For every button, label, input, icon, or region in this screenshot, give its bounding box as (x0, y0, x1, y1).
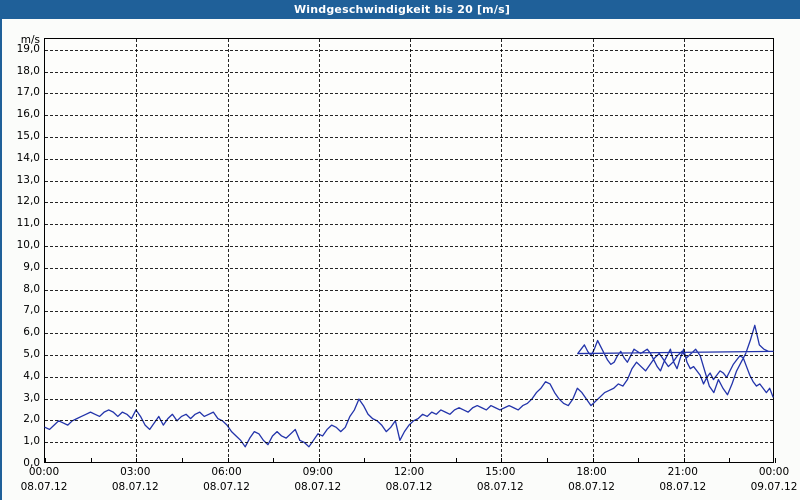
y-gridline (45, 355, 773, 357)
x-tick-date: 08.07.12 (203, 481, 250, 493)
y-axis-tick-label: 11,0 (16, 217, 40, 230)
x-tick-time: 03:00 (120, 466, 151, 478)
x-axis-tick-label: 03:00 08.07.12 (112, 465, 159, 495)
x-tick-date: 08.07.12 (476, 481, 524, 493)
y-axis-tick-label: 10,0 (16, 239, 40, 252)
x-axis-tick-mark (273, 458, 275, 463)
y-gridline (45, 93, 773, 95)
y-axis-tick-label: 2,0 (23, 413, 40, 426)
y-gridline (45, 289, 773, 291)
window-title-bar: Windgeschwindigkeit bis 20 [m/s] (2, 0, 800, 19)
x-axis-tick-mark (364, 458, 366, 463)
x-gridline (683, 39, 685, 462)
y-gridline (45, 137, 773, 139)
x-axis-tick-mark (90, 458, 92, 463)
y-gridline (45, 398, 773, 400)
y-axis-tick-label: 5,0 (23, 348, 40, 361)
x-axis-tick-mark (683, 458, 685, 463)
x-tick-date: 08.07.12 (568, 481, 615, 493)
y-axis-tick-label: 15,0 (16, 130, 40, 143)
y-axis: m/s 19,0 18,0 17,0 16,0 15,0 14,0 13,0 12,0 11,0… (2, 34, 40, 468)
x-axis-tick-label: 00:00 09.07.12 (751, 465, 798, 495)
x-tick-time: 06:00 (211, 466, 242, 478)
x-tick-time: 00:00 (758, 466, 790, 478)
x-gridline (227, 39, 229, 462)
x-axis-tick-label: 09:00 08.07.12 (294, 465, 341, 495)
y-axis-tick-label: 12,0 (16, 195, 40, 208)
x-tick-time: 00:00 (28, 466, 60, 478)
x-axis-tick-mark (638, 458, 640, 463)
x-axis-tick-mark (45, 458, 46, 463)
y-gridline (45, 158, 773, 160)
x-axis-tick-label: 00:00 08.07.12 (21, 465, 68, 495)
y-gridline (45, 115, 773, 117)
y-axis-tick-label: 19,0 (16, 42, 40, 55)
x-gridline (410, 39, 411, 462)
x-axis-tick-mark (136, 458, 138, 463)
y-axis-tick-label: 13,0 (16, 173, 40, 186)
x-axis-tick-mark (546, 458, 548, 463)
x-axis-tick-mark (729, 458, 731, 463)
x-tick-time: 12:00 (393, 466, 425, 478)
x-tick-date: 08.07.12 (659, 481, 707, 493)
y-gridline (45, 420, 773, 422)
y-gridline (45, 71, 773, 73)
x-axis-tick-mark (775, 458, 776, 463)
x-axis-tick-mark (501, 458, 503, 463)
y-axis-tick-label: 8,0 (23, 282, 40, 295)
x-tick-date: 08.07.12 (385, 481, 433, 493)
y-gridline (45, 311, 773, 313)
wind-speed-line (45, 325, 773, 446)
y-gridline (45, 49, 773, 51)
x-tick-time: 18:00 (576, 466, 607, 478)
chart-canvas: m/s 19,0 18,0 17,0 16,0 15,0 14,0 13,0 12,0 11,0… (2, 19, 800, 500)
x-gridline (501, 39, 503, 462)
y-gridline (45, 333, 773, 335)
y-axis-unit-label: m/s (20, 34, 40, 46)
x-axis-tick-mark (455, 458, 457, 463)
y-gridline (45, 267, 773, 269)
x-axis-tick-label: 12:00 08.07.12 (386, 465, 433, 495)
x-axis-tick-mark (181, 458, 183, 463)
x-tick-date: 08.07.12 (20, 481, 68, 493)
x-axis-tick-label: 06:00 08.07.12 (203, 465, 250, 495)
y-axis-tick-label: 17,0 (16, 86, 40, 99)
x-gridline (318, 39, 320, 462)
x-tick-date: 08.07.12 (111, 481, 159, 493)
y-gridline (45, 376, 773, 378)
x-axis-tick-mark (318, 458, 320, 463)
x-tick-time: 09:00 (302, 466, 333, 478)
x-gridline (136, 39, 138, 462)
x-axis-tick-label: 18:00 08.07.12 (568, 465, 615, 495)
x-tick-date: 08.07.12 (294, 481, 342, 493)
y-gridline (45, 442, 773, 444)
page-title: Windgeschwindigkeit bis 20 [m/s] (293, 3, 511, 16)
y-gridline (45, 224, 773, 226)
y-axis-tick-label: 0,0 (23, 457, 40, 469)
x-axis-tick-label: 15:00 08.07.12 (477, 465, 524, 495)
y-axis-tick-label: 16,0 (16, 108, 40, 121)
y-axis-tick-label: 6,0 (23, 326, 40, 339)
y-gridline (45, 202, 773, 204)
y-axis-tick-label: 4,0 (23, 369, 40, 382)
y-gridline (45, 180, 773, 182)
x-tick-date: 09.07.12 (750, 481, 798, 493)
y-axis-tick-label: 14,0 (16, 151, 40, 164)
y-axis-tick-label: 1,0 (23, 435, 40, 448)
plot-area (44, 38, 776, 463)
y-axis-tick-label: 9,0 (23, 260, 40, 273)
x-tick-time: 15:00 (485, 466, 516, 478)
y-axis-tick-label: 18,0 (16, 64, 40, 77)
y-gridline (45, 246, 773, 248)
x-axis-tick-label: 21:00 08.07.12 (659, 465, 706, 495)
y-axis-tick-label: 3,0 (23, 391, 40, 404)
x-axis-tick-mark (592, 458, 594, 463)
x-gridline (592, 39, 594, 462)
x-axis: 00:00 08.07.12 03:00 08.07.12 06:00 08.07.12 0… (21, 465, 798, 499)
x-tick-time: 21:00 (667, 466, 698, 478)
x-axis-tick-mark (410, 458, 411, 463)
y-axis-tick-label: 7,0 (23, 304, 40, 317)
x-axis-tick-mark (227, 458, 229, 463)
